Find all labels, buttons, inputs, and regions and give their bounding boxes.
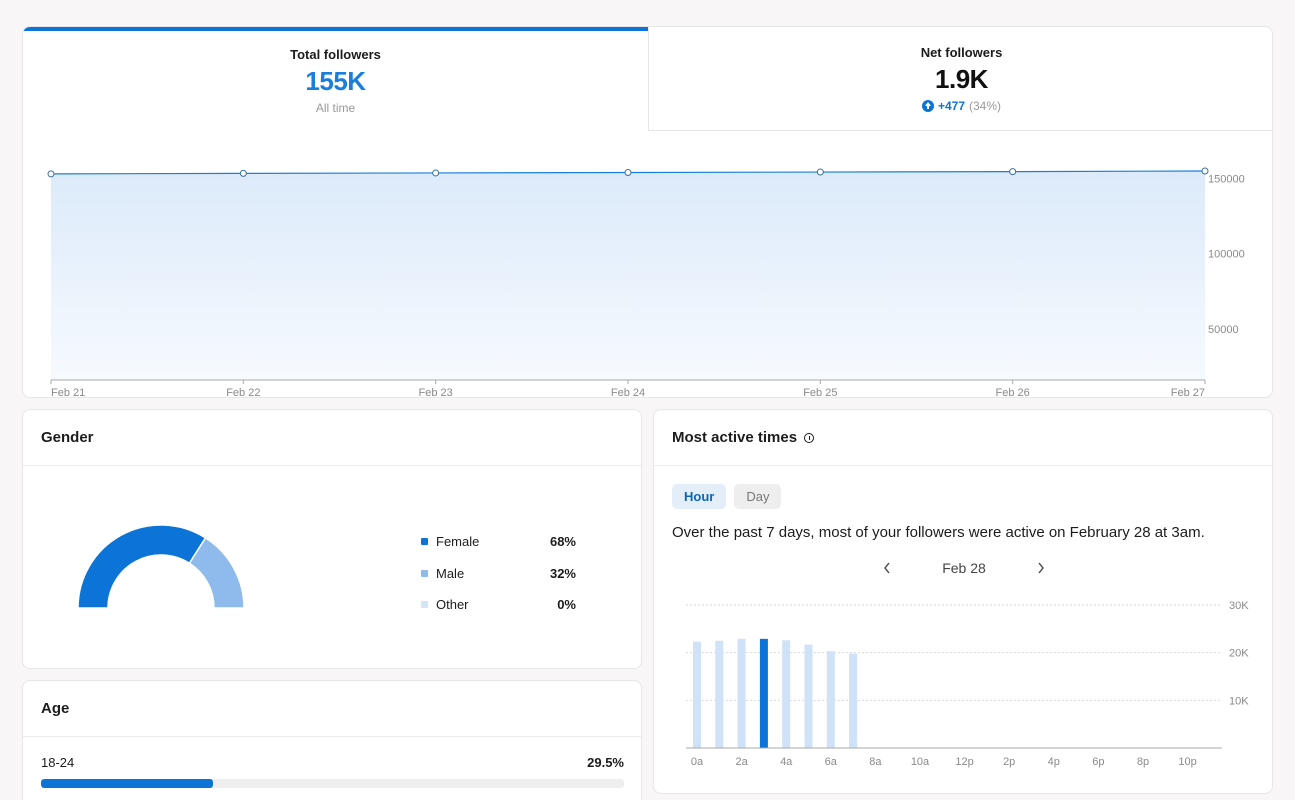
y-tick-label: 50000 xyxy=(1208,324,1239,336)
age-row: 18-24 29.5% xyxy=(41,755,624,788)
legend-item-female: Female 68% xyxy=(421,526,576,558)
data-point xyxy=(47,170,55,178)
followers-card: Total followers 155K All time Net follow… xyxy=(22,26,1273,398)
age-range-value: 29.5% xyxy=(587,755,624,770)
x-tick-label: 2p xyxy=(1003,756,1015,768)
bar-6a xyxy=(826,651,835,748)
legend-value: 0% xyxy=(557,597,576,613)
previous-date-button[interactable] xyxy=(879,558,895,578)
arrow-up-circle-icon xyxy=(921,100,934,112)
gender-card: Gender Female 68% Male 32% Other 0% xyxy=(22,409,642,669)
y-tick-label: 10K xyxy=(1229,695,1249,707)
active-times-bar-chart: 10K 20K 30K 0a 2a 4a 6a 8a 10a 12p 2p 4p 6p 8p 10p xyxy=(686,600,1249,768)
tab-net-followers[interactable]: Net followers 1.9K +477 (34%) xyxy=(648,27,1272,131)
toggle-day[interactable]: Day xyxy=(734,484,782,509)
chevron-left-icon xyxy=(884,562,890,574)
x-tick-label: 4a xyxy=(780,756,793,768)
x-tick-label: 2a xyxy=(735,756,748,768)
x-tick-label: Feb 24 xyxy=(611,387,645,397)
area-fill xyxy=(51,171,1205,380)
legend-swatch xyxy=(421,538,428,546)
data-point xyxy=(432,169,440,177)
net-followers-delta: +477 (34%) xyxy=(921,99,1002,113)
chevron-right-icon xyxy=(1038,562,1044,574)
x-tick-label: Feb 23 xyxy=(419,387,453,397)
gender-half-donut-chart xyxy=(77,524,245,609)
x-tick-label: 12p xyxy=(955,756,973,768)
x-tick-label: 6p xyxy=(1092,756,1104,768)
age-range-label: 18-24 xyxy=(41,755,75,770)
bar-1a xyxy=(715,640,724,748)
data-point xyxy=(1009,168,1017,176)
toggle-hour[interactable]: Hour xyxy=(672,484,727,509)
legend-item-other: Other 0% xyxy=(421,589,576,621)
bar-0a xyxy=(693,641,701,748)
x-tick-label: 0a xyxy=(691,756,704,768)
active-times-summary: Over the past 7 days, most of your follo… xyxy=(672,524,1205,541)
legend-value: 32% xyxy=(549,565,576,581)
y-tick-label: 30K xyxy=(1229,600,1249,612)
most-active-times-card: Most active times Hour Day Over the past… xyxy=(653,409,1273,794)
data-point xyxy=(1201,167,1209,175)
date-navigator: Feb 28 xyxy=(879,558,1049,578)
y-tick-label: 150000 xyxy=(1208,174,1245,186)
legend-label: Female xyxy=(436,534,480,550)
age-title: Age xyxy=(23,681,641,737)
legend-swatch xyxy=(421,569,428,577)
bar-4a xyxy=(782,640,791,748)
most-active-times-header: Most active times xyxy=(654,410,1272,466)
legend-value: 68% xyxy=(549,534,576,550)
tab-total-followers[interactable]: Total followers 155K All time xyxy=(23,27,648,131)
x-tick-label: Feb 21 xyxy=(51,387,85,397)
bar-5a xyxy=(804,644,813,748)
delta-value: +477 xyxy=(937,99,965,113)
delta-percent: (34%) xyxy=(969,99,1002,113)
gender-slice-male xyxy=(188,536,245,609)
age-progress-fill xyxy=(41,779,213,788)
age-card: Age 18-24 29.5% xyxy=(22,680,642,800)
bar-7a xyxy=(849,653,858,748)
y-tick-label: 100000 xyxy=(1208,249,1245,261)
current-date-label: Feb 28 xyxy=(942,560,986,576)
age-progress-track xyxy=(41,779,624,788)
data-point xyxy=(624,169,632,177)
tab-label: Net followers xyxy=(920,45,1003,60)
gender-legend: Female 68% Male 32% Other 0% xyxy=(421,526,576,621)
data-point xyxy=(816,168,824,176)
legend-label: Other xyxy=(436,597,469,613)
x-tick-label: Feb 27 xyxy=(1171,387,1205,397)
bar-3a xyxy=(759,638,768,748)
x-tick-label: 8a xyxy=(869,756,882,768)
total-followers-value: 155K xyxy=(305,66,366,96)
gender-slice-female xyxy=(77,524,207,609)
legend-label: Male xyxy=(436,565,465,581)
x-tick-label: 4p xyxy=(1048,756,1060,768)
tab-subtext: All time xyxy=(315,101,356,115)
bar-2a xyxy=(737,638,746,748)
most-active-times-title: Most active times xyxy=(672,429,798,446)
info-icon[interactable] xyxy=(804,432,815,443)
next-date-button[interactable] xyxy=(1033,558,1049,578)
x-tick-label: 6a xyxy=(825,756,838,768)
followers-area-chart: 50000 100000 150000 Feb 21 Feb 22 Feb 23 Feb 2… xyxy=(47,167,1245,397)
x-tick-label: 10p xyxy=(1178,756,1196,768)
x-tick-label: Feb 22 xyxy=(226,387,260,397)
data-point xyxy=(239,169,247,177)
net-followers-value: 1.9K xyxy=(935,64,988,94)
legend-item-male: Male 32% xyxy=(421,558,576,590)
x-tick-label: Feb 25 xyxy=(803,387,837,397)
gender-title: Gender xyxy=(23,410,641,466)
x-tick-label: 8p xyxy=(1137,756,1149,768)
tab-label: Total followers xyxy=(290,47,381,62)
legend-swatch xyxy=(421,601,428,609)
granularity-toggle: Hour Day xyxy=(672,484,782,509)
y-tick-label: 20K xyxy=(1229,648,1249,660)
x-tick-label: Feb 26 xyxy=(996,387,1030,397)
x-tick-label: 10a xyxy=(911,756,930,768)
